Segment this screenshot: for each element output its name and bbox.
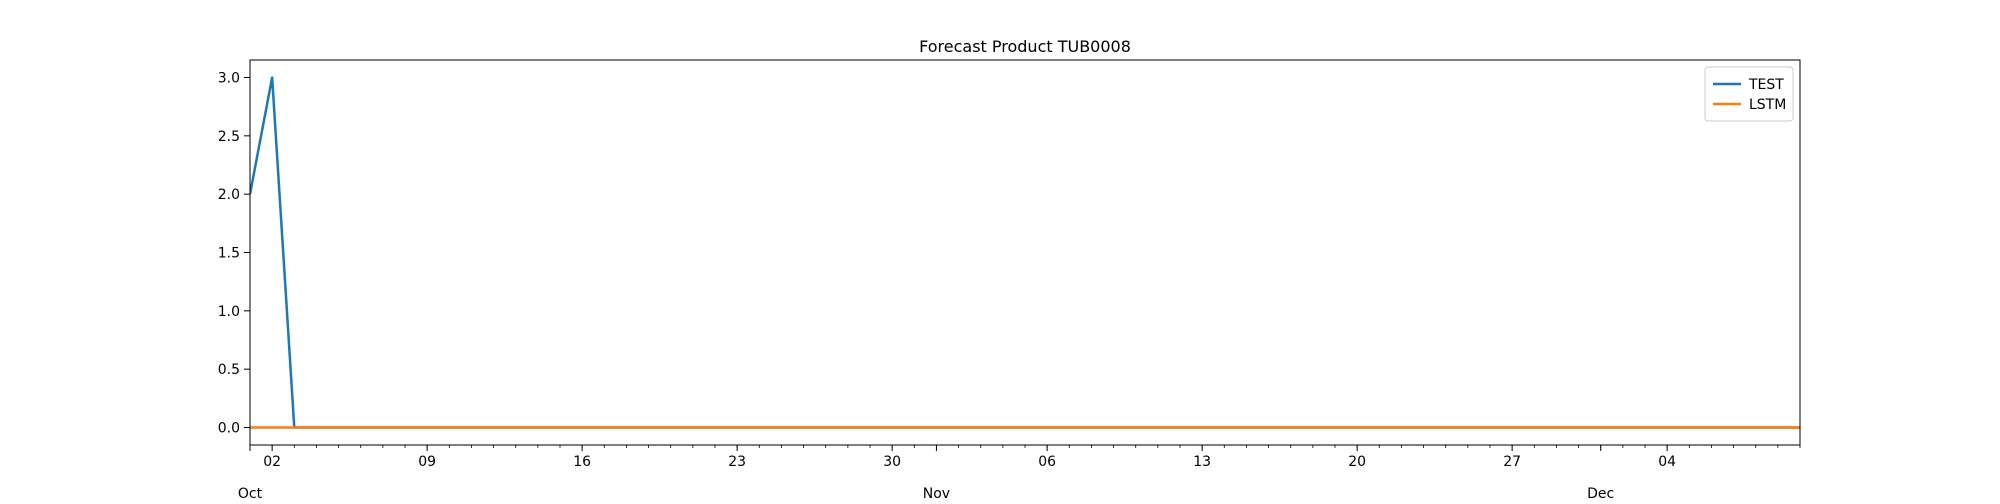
x-tick-label: 30: [883, 454, 901, 470]
x-tick-label: 20: [1348, 454, 1366, 470]
y-tick-label: 1.5: [218, 246, 240, 262]
axes: 0.0 0.5 1.0 1.5 2.0 2.5 3.0 02 09 16 23 30 06 13 20 27 0…: [218, 59, 1801, 502]
series-line-test: [250, 76, 1800, 429]
x-month-label: Oct: [238, 486, 263, 500]
y-tick-label: 1.0: [218, 304, 240, 320]
legend-label-test: TEST: [1748, 77, 1784, 93]
y-tick-label: 3.0: [218, 71, 240, 87]
plot-frame: [249, 59, 1801, 446]
x-tick-label: 04: [1658, 454, 1676, 470]
legend: TEST LSTM: [1704, 66, 1794, 122]
x-month-label: Dec: [1587, 486, 1614, 500]
x-tick-label: 16: [573, 454, 591, 470]
y-tick-label: 0.5: [218, 362, 240, 378]
y-tick-label: 2.0: [218, 187, 240, 203]
legend-label-lstm: LSTM: [1749, 97, 1786, 113]
x-month-label: Nov: [923, 486, 950, 500]
x-tick-label: 23: [728, 454, 746, 470]
legend-box: [1704, 66, 1794, 122]
x-tick-label: 13: [1193, 454, 1211, 470]
x-tick-label: 09: [418, 454, 436, 470]
x-tick-label: 02: [263, 454, 281, 470]
y-tick-label: 2.5: [218, 129, 240, 145]
x-tick-label: 27: [1503, 454, 1521, 470]
x-tick-label: 06: [1038, 454, 1056, 470]
y-tick-label: 0.0: [218, 421, 240, 437]
chart-title: Forecast Product TUB0008: [919, 37, 1131, 56]
plot-area: [250, 76, 1800, 429]
